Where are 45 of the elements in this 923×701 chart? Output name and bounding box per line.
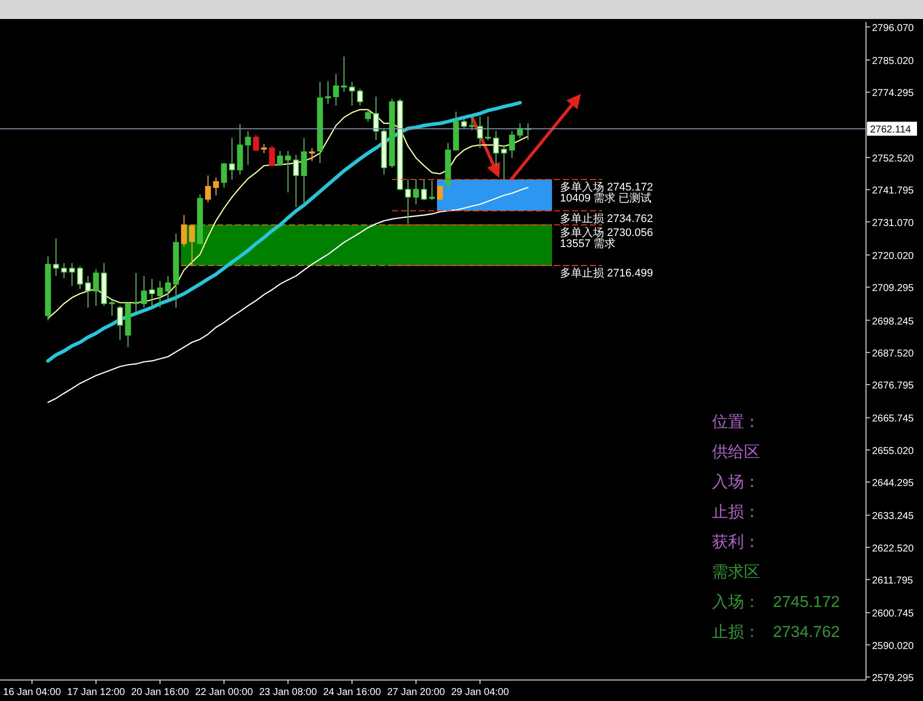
text: 止损：: [712, 623, 760, 641]
x-tick-label: 23 Jan 08:00: [259, 687, 318, 698]
y-tick-label: 2590.020: [872, 640, 914, 652]
y-tick-label: 2687.520: [872, 348, 914, 360]
x-tick-label: 29 Jan 04:00: [451, 687, 510, 698]
y-tick-label: 2796.070: [872, 22, 914, 34]
ref-line-label: 多单止损 2734.762: [560, 212, 653, 225]
text: 入场：: [712, 473, 760, 491]
y-tick-label: 2709.295: [872, 283, 914, 294]
y-tick-label: 2655.020: [872, 446, 914, 457]
ref-line-label: 多单入场 2730.056: [560, 226, 653, 239]
y-tick-label: 2774.295: [872, 88, 914, 100]
y-tick-label: 2665.745: [872, 414, 914, 425]
y-tick-label: 2720.020: [872, 250, 914, 262]
text: 2745.172: [773, 594, 840, 611]
text: 止损：: [712, 503, 760, 521]
text: 10409 需求 已测试: [560, 192, 652, 205]
x-tick-label: 17 Jan 12:00: [67, 687, 126, 698]
ref-line-label: 2762.114: [870, 124, 912, 136]
text: 位置：: [712, 414, 760, 431]
y-tick-label: 2785.020: [872, 56, 914, 68]
x-tick-label: 16 Jan 04:00: [3, 687, 62, 698]
y-tick-label: 2633.245: [872, 511, 914, 522]
y-tick-label: 2698.245: [872, 316, 914, 328]
text: 需求区: [712, 563, 760, 581]
y-tick-label: 2752.520: [872, 154, 914, 164]
y-tick-label: 2600.745: [872, 608, 914, 620]
ref-line-label: 多单止损 2716.499: [560, 266, 653, 280]
x-tick-label: 27 Jan 20:00: [387, 687, 446, 698]
y-tick-label: 2676.795: [872, 380, 914, 392]
ref-line-label: 多单入场 2745.172: [560, 180, 653, 194]
y-tick-label: 2731.070: [872, 218, 914, 229]
text: 获利：: [712, 533, 760, 551]
text: 2734.762: [773, 624, 840, 641]
y-tick-label: 2644.295: [872, 478, 914, 490]
x-tick-label: 20 Jan 16:00: [131, 687, 190, 698]
y-tick-label: 2611.795: [872, 576, 914, 587]
x-tick-label: 24 Jan 16:00: [323, 687, 382, 698]
x-tick-label: 22 Jan 00:00: [195, 687, 254, 698]
y-tick-label: 2622.520: [872, 543, 914, 554]
y-tick-label: 2579.295: [872, 673, 914, 684]
y-tick-label: 2741.795: [872, 186, 914, 197]
text: 入场：: [712, 593, 760, 611]
text: 13557 需求: [560, 236, 616, 250]
text: 供给区: [712, 444, 760, 461]
